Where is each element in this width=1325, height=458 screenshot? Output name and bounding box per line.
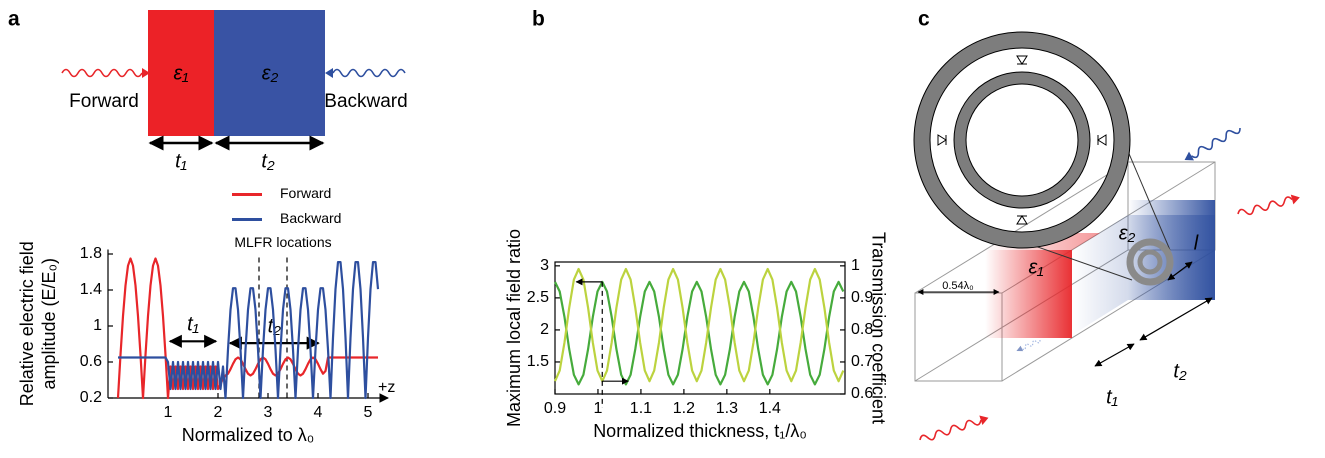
y-tick-label: 0.6 bbox=[80, 353, 102, 370]
series-line bbox=[554, 280, 845, 386]
y2-tick-label: 1 bbox=[851, 257, 860, 274]
panel-label: b bbox=[532, 8, 545, 31]
legend-label: Forward bbox=[280, 185, 331, 201]
y2-tick-label: 0.8 bbox=[851, 321, 873, 338]
y-tick-label: 1.8 bbox=[80, 245, 102, 262]
inner-ring bbox=[954, 72, 1090, 208]
x-tick-label: 1 bbox=[164, 404, 173, 421]
size-arrow bbox=[1167, 261, 1193, 281]
y-tick-label: 2 bbox=[540, 321, 549, 338]
epsilon-label: ε₁ bbox=[1028, 256, 1043, 278]
thickness-label: t₂ bbox=[261, 150, 275, 172]
x-tick-label: 4 bbox=[314, 404, 323, 421]
ring-edge bbox=[953, 71, 1091, 209]
ring-edge bbox=[965, 83, 1079, 197]
epsilon-label: ε₁ bbox=[173, 62, 188, 84]
wave-arrow bbox=[332, 68, 406, 78]
epsilon-label: ε₂ bbox=[1119, 222, 1136, 244]
y2-axis-label: Transmission coefficient bbox=[868, 232, 888, 424]
wave-arrow bbox=[919, 415, 989, 441]
thickness-arrow bbox=[1139, 297, 1213, 341]
edge bbox=[914, 161, 1129, 294]
x-axis-label: Normalized to λ₀ bbox=[182, 425, 315, 445]
marker-label: MLFR locations bbox=[234, 234, 331, 250]
wave-arrow bbox=[61, 68, 143, 78]
wave-arrow bbox=[1237, 194, 1300, 216]
thickness-arrow bbox=[1094, 343, 1135, 367]
legend-label: Backward bbox=[280, 210, 341, 226]
y-tick-label: 2.5 bbox=[527, 289, 549, 306]
epsilon-label: ε₂ bbox=[262, 62, 279, 84]
x-tick-label: 0.9 bbox=[544, 400, 566, 417]
x-tick-label: 5 bbox=[364, 404, 373, 421]
weak-wave-arrow bbox=[1016, 339, 1041, 352]
y-tick-label: 1 bbox=[93, 317, 102, 334]
series-line bbox=[118, 261, 380, 400]
panel-label: a bbox=[8, 8, 20, 31]
y-axis-label: Relative electric field bbox=[17, 241, 37, 406]
series-line bbox=[553, 267, 845, 383]
y-tick-label: 0.2 bbox=[80, 389, 102, 406]
ring-edge bbox=[913, 31, 1131, 249]
diode bbox=[1016, 215, 1028, 225]
y2-tick-label: 0.9 bbox=[851, 289, 873, 306]
thickness-label: t₁ bbox=[1106, 386, 1118, 408]
x-tick-label: 1 bbox=[594, 400, 603, 417]
thickness-label: t₁ bbox=[175, 150, 187, 172]
outer-ring bbox=[914, 32, 1130, 248]
diode bbox=[1016, 55, 1028, 65]
span-label: t₁ bbox=[187, 314, 199, 336]
wave-arrow-head bbox=[142, 68, 150, 78]
series-line bbox=[116, 257, 378, 400]
wave-arrow-head bbox=[325, 68, 333, 78]
layer-2 bbox=[214, 10, 325, 136]
direction-label: Forward bbox=[69, 91, 139, 112]
x-tick-label: 1.4 bbox=[759, 400, 781, 417]
direction-label: Backward bbox=[324, 91, 407, 112]
diode bbox=[1097, 134, 1107, 146]
x-tick-label: 1.3 bbox=[716, 400, 738, 417]
diode bbox=[937, 134, 947, 146]
y-tick-label: 3 bbox=[540, 257, 549, 274]
size-label: l bbox=[1194, 232, 1199, 254]
thickness-label: t₂ bbox=[1173, 360, 1187, 382]
small-ring bbox=[1137, 249, 1163, 275]
y-tick-label: 1.5 bbox=[527, 353, 549, 370]
x-tick-label: 2 bbox=[214, 404, 223, 421]
x-axis-end-label: +z bbox=[378, 379, 395, 396]
ring-edge bbox=[929, 47, 1115, 233]
x-tick-label: 1.2 bbox=[673, 400, 695, 417]
y-axis-label: Maximum local field ratio bbox=[504, 229, 524, 427]
x-axis-label: Normalized thickness, t₁/λ₀ bbox=[593, 421, 807, 441]
plot-frame bbox=[554, 261, 846, 395]
y2-tick-label: 0.6 bbox=[851, 385, 873, 402]
y-tick-label: 1.4 bbox=[80, 281, 102, 298]
x-tick-label: 3 bbox=[264, 404, 273, 421]
layer-1 bbox=[148, 10, 214, 136]
layer-2-block bbox=[1128, 200, 1215, 300]
x-tick-label: 1.1 bbox=[630, 400, 652, 417]
panel-label: c bbox=[918, 8, 930, 31]
diodes bbox=[937, 55, 1107, 225]
wave-arrow bbox=[1184, 127, 1241, 161]
y-axis-label: amplitude (E/E₀) bbox=[39, 258, 59, 390]
y2-tick-label: 0.7 bbox=[851, 353, 873, 370]
width-label: 0.54λ₀ bbox=[942, 280, 973, 292]
